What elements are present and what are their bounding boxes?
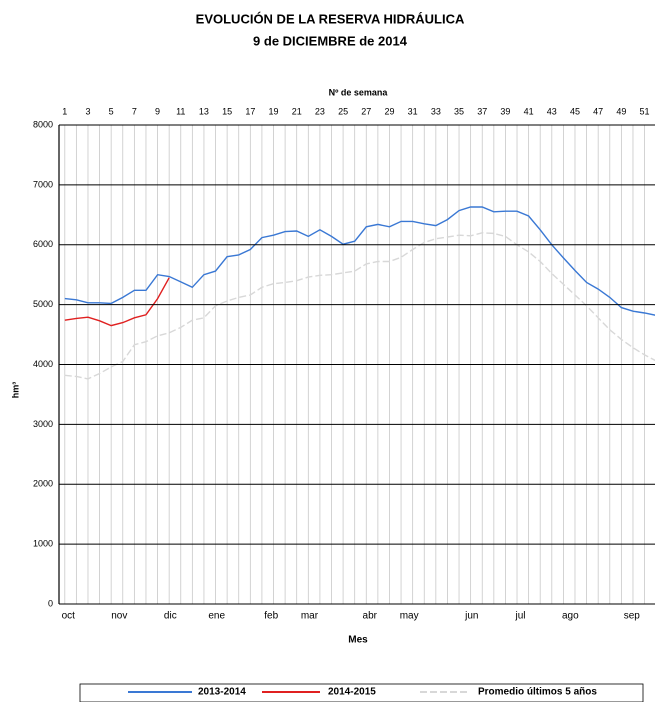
month-tick-label: jun: [464, 611, 478, 622]
top-tick-label: 49: [616, 106, 626, 116]
series-line: [64, 232, 655, 380]
y-tick-label: 7000: [33, 179, 53, 189]
top-tick-label: 11: [176, 106, 185, 116]
month-tick-label: nov: [111, 611, 127, 622]
top-tick-label: 43: [547, 106, 557, 116]
top-tick-label: 15: [222, 106, 232, 116]
month-tick-label: feb: [264, 611, 278, 622]
y-tick-label: 4000: [33, 359, 53, 369]
top-tick-label: 37: [477, 106, 487, 116]
y-tick-label: 8000: [33, 119, 53, 129]
top-tick-label: 31: [408, 106, 418, 116]
y-tick-label: 0: [48, 598, 53, 608]
top-tick-label: 41: [524, 106, 534, 116]
month-tick-label: sep: [624, 611, 641, 622]
top-tick-label: 9: [155, 106, 160, 116]
top-tick-label: 25: [338, 106, 348, 116]
series-line: [64, 206, 655, 316]
legend-label: Promedio últimos 5 años: [478, 687, 597, 698]
y-tick-label: 1000: [33, 539, 53, 549]
legend-label: 2013-2014: [198, 687, 246, 698]
top-tick-label: 21: [292, 106, 302, 116]
top-tick-label: 51: [640, 106, 650, 116]
y-tick-label: 5000: [33, 299, 53, 309]
top-tick-label: 39: [500, 106, 510, 116]
y-tick-label: 6000: [33, 239, 53, 249]
month-tick-label: ago: [562, 611, 579, 622]
y-tick-label: 3000: [33, 419, 53, 429]
top-tick-label: 23: [315, 106, 325, 116]
top-tick-label: 35: [454, 106, 464, 116]
chart-title: EVOLUCIÓN DE LA RESERVA HIDRÁULICA: [196, 11, 465, 26]
month-tick-label: oct: [62, 611, 76, 622]
chart-subtitle: 9 de DICIEMBRE de 2014: [253, 33, 408, 48]
month-tick-label: may: [400, 611, 419, 622]
legend-label: 2014-2015: [328, 687, 376, 698]
top-tick-label: 5: [109, 106, 114, 116]
top-tick-label: 29: [384, 106, 394, 116]
y-tick-label: 2000: [33, 479, 53, 489]
x-axis-label: Mes: [348, 635, 368, 646]
top-tick-label: 33: [431, 106, 441, 116]
top-tick-label: 47: [593, 106, 603, 116]
top-tick-label: 13: [199, 106, 209, 116]
month-tick-label: dic: [164, 611, 177, 622]
top-tick-label: 45: [570, 106, 580, 116]
top-tick-label: 27: [361, 106, 371, 116]
top-tick-label: 3: [85, 106, 90, 116]
month-tick-label: mar: [301, 611, 319, 622]
month-tick-label: ene: [208, 611, 225, 622]
legend-box: [79, 683, 644, 702]
top-tick-label: 19: [269, 106, 279, 116]
top-tick-label: 7: [132, 106, 137, 116]
month-tick-label: jul: [514, 611, 525, 622]
top-tick-label: 17: [245, 106, 255, 116]
month-tick-label: abr: [363, 611, 378, 622]
series-line: [64, 277, 170, 327]
top-tick-label: 1: [62, 106, 67, 116]
y-axis-label: hm³: [10, 382, 20, 399]
top-axis-label: Nº de semana: [329, 87, 389, 97]
